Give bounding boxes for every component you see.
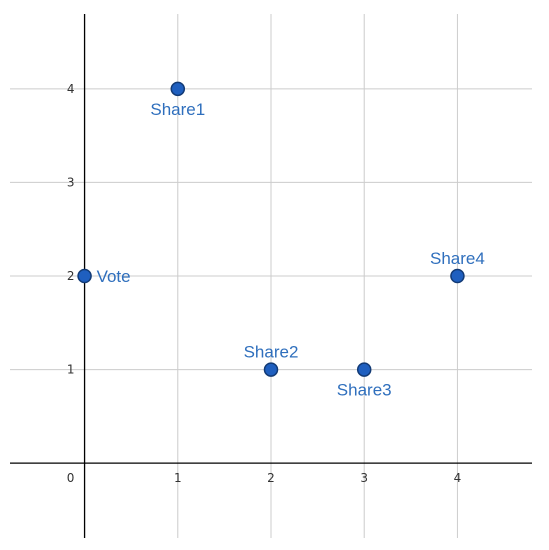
point-label-vote: Vote	[97, 267, 131, 286]
point-label-share1: Share1	[150, 100, 205, 119]
y-tick-label: 3	[67, 175, 75, 189]
data-point-share4	[450, 268, 465, 284]
point-label-share3: Share3	[337, 381, 392, 400]
point-label-share2: Share2	[244, 343, 299, 362]
y-tick-label: 4	[67, 82, 75, 96]
x-tick-label: 4	[454, 471, 462, 485]
tick-labels: 0 1 2 3 4 1 2 3 4	[67, 82, 461, 485]
x-tick-label: 2	[267, 471, 275, 485]
point-label-share4: Share4	[430, 249, 485, 268]
y-tick-label: 1	[67, 363, 75, 377]
x-tick-label: 0	[67, 471, 75, 485]
data-points: Share1 Vote Share2 Share3 Share4	[77, 81, 485, 400]
data-point-vote	[77, 268, 92, 284]
data-point-share1	[170, 81, 186, 97]
data-point-share2	[263, 362, 279, 377]
x-tick-label: 3	[360, 471, 368, 485]
x-tick-label: 1	[174, 471, 182, 485]
data-point-share3	[356, 362, 372, 377]
y-tick-label: 2	[67, 269, 75, 283]
